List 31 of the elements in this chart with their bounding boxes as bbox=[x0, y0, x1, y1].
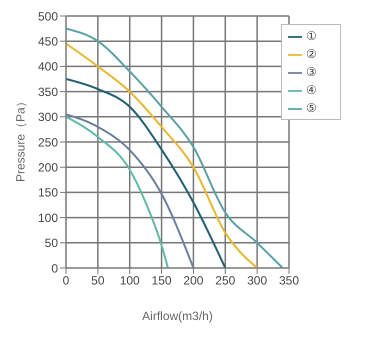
y-tick-label: 400 bbox=[38, 60, 58, 74]
x-tick-label: 50 bbox=[91, 274, 105, 288]
line-series bbox=[66, 116, 169, 268]
y-tick-label: 300 bbox=[38, 110, 58, 124]
x-tick-label: 150 bbox=[152, 274, 172, 288]
x-tick-label: 200 bbox=[183, 274, 204, 288]
y-tick-label: 150 bbox=[38, 186, 58, 200]
x-tick-label: 250 bbox=[215, 274, 236, 288]
x-tick-label: 100 bbox=[120, 274, 140, 288]
legend-label: ② bbox=[306, 47, 317, 61]
x-tick-label: 0 bbox=[62, 274, 70, 288]
line-series bbox=[66, 28, 284, 268]
y-tick-label: 250 bbox=[38, 135, 58, 150]
x-tick-label: 350 bbox=[278, 274, 300, 288]
y-tick-label: 100 bbox=[38, 210, 58, 225]
y-tick-label: 350 bbox=[38, 84, 58, 99]
y-tick-label: 500 bbox=[38, 9, 58, 24]
x-axis-title: Airflow(m3/h) bbox=[142, 309, 213, 323]
y-axis-title: Pressure（Pa） bbox=[13, 95, 28, 182]
legend-label: ④ bbox=[306, 83, 317, 97]
legend-label: ⑤ bbox=[306, 101, 317, 115]
legend-label: ③ bbox=[306, 65, 317, 79]
line-series bbox=[66, 42, 258, 268]
line-series bbox=[66, 78, 226, 268]
legend-label: ① bbox=[306, 29, 317, 43]
x-tick-label: 300 bbox=[247, 274, 268, 288]
y-tick-label: 50 bbox=[44, 236, 58, 250]
y-tick-label: 450 bbox=[38, 34, 58, 48]
line-series bbox=[66, 113, 194, 268]
y-tick-label: 200 bbox=[38, 160, 58, 174]
y-tick-label: 0 bbox=[51, 261, 58, 276]
